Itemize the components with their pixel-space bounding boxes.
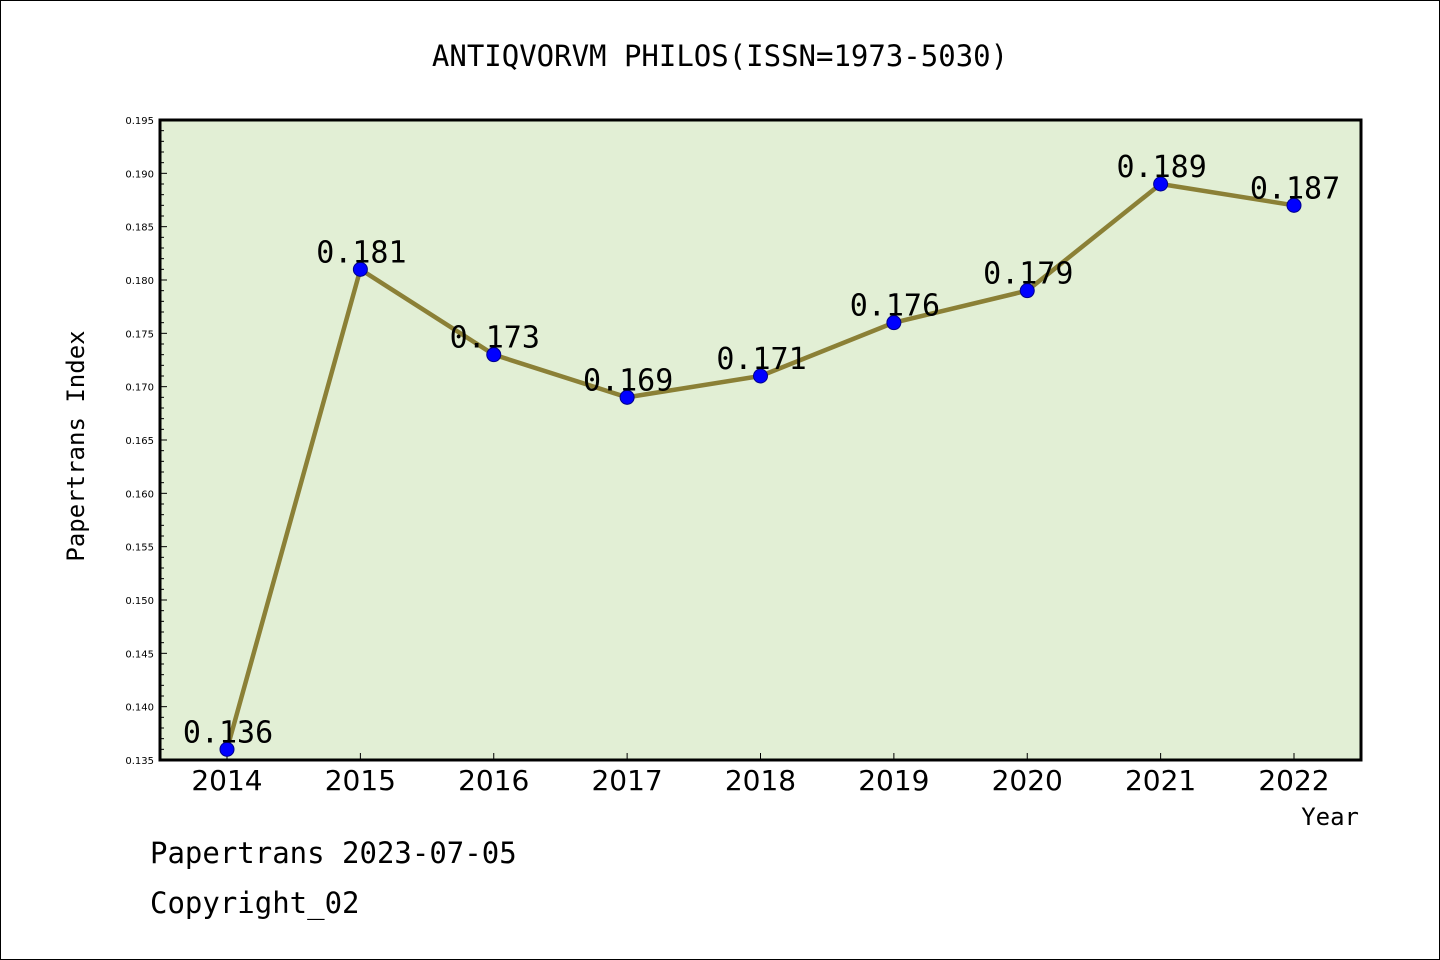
x-tick-label: 2019: [858, 764, 929, 797]
y-tick-label: 0.155: [125, 543, 154, 554]
data-label: 0.136: [183, 715, 273, 750]
data-label: 0.179: [983, 257, 1073, 292]
y-tick-label: 0.180: [125, 276, 154, 287]
data-point: [1153, 176, 1169, 192]
chart-title: ANTIQVORVM PHILOS(ISSN=1973-5030): [432, 39, 1008, 73]
y-tick-label: 0.145: [125, 649, 154, 660]
data-point: [1019, 283, 1035, 299]
x-tick-label: 2016: [458, 764, 529, 797]
y-tick-label: 0.140: [125, 703, 154, 714]
data-labels: 0.136 0.181 0.173 0.169 0.171 0.176 0.179 0.189…: [183, 150, 1340, 750]
data-point: [486, 347, 502, 363]
x-axis: 2014 2015 2016 2017 2018 2019 2020 2021 2022: [191, 753, 1330, 797]
x-axis-label: Year: [1301, 803, 1359, 831]
y-tick-label: 0.150: [125, 596, 154, 607]
y-tick-label: 0.170: [125, 383, 154, 394]
data-point: [219, 741, 235, 757]
y-tick-label: 0.175: [125, 329, 154, 340]
data-label: 0.181: [316, 235, 406, 270]
plot-area: [158, 118, 1363, 762]
source-date-text: Papertrans 2023-07-05: [150, 836, 517, 870]
data-label: 0.171: [716, 342, 806, 377]
x-tick-label: 2021: [1125, 764, 1196, 797]
x-tick-label: 2017: [591, 764, 662, 797]
data-label: 0.176: [850, 289, 940, 324]
data-point: [886, 315, 902, 331]
data-point: [1286, 197, 1302, 213]
data-point: [352, 261, 368, 277]
x-tick-label: 2022: [1258, 764, 1329, 797]
copyright-text: Copyright_02: [150, 886, 360, 920]
y-tick-label: 0.190: [125, 169, 154, 180]
data-label: 0.187: [1250, 171, 1340, 206]
x-tick-label: 2014: [191, 764, 262, 797]
x-tick-label: 2015: [325, 764, 396, 797]
data-markers: [219, 176, 1302, 757]
y-axis-label: Papertrans Index: [62, 330, 90, 561]
x-tick-label: 2020: [992, 764, 1063, 797]
y-tick-label: 0.195: [125, 116, 154, 127]
y-tick-label: 0.185: [125, 223, 154, 234]
y-tick-label: 0.165: [125, 436, 154, 447]
y-axis: 0.135 0.140 0.145 0.150 0.155 0.160 0.165 0.170…: [125, 116, 167, 767]
y-tick-label: 0.135: [125, 756, 154, 767]
data-point: [619, 389, 635, 405]
data-label: 0.169: [583, 363, 673, 398]
data-label: 0.189: [1116, 150, 1206, 185]
x-tick-label: 2018: [725, 764, 796, 797]
data-label: 0.173: [450, 321, 540, 356]
y-tick-label: 0.160: [125, 489, 154, 500]
data-point: [753, 368, 768, 384]
